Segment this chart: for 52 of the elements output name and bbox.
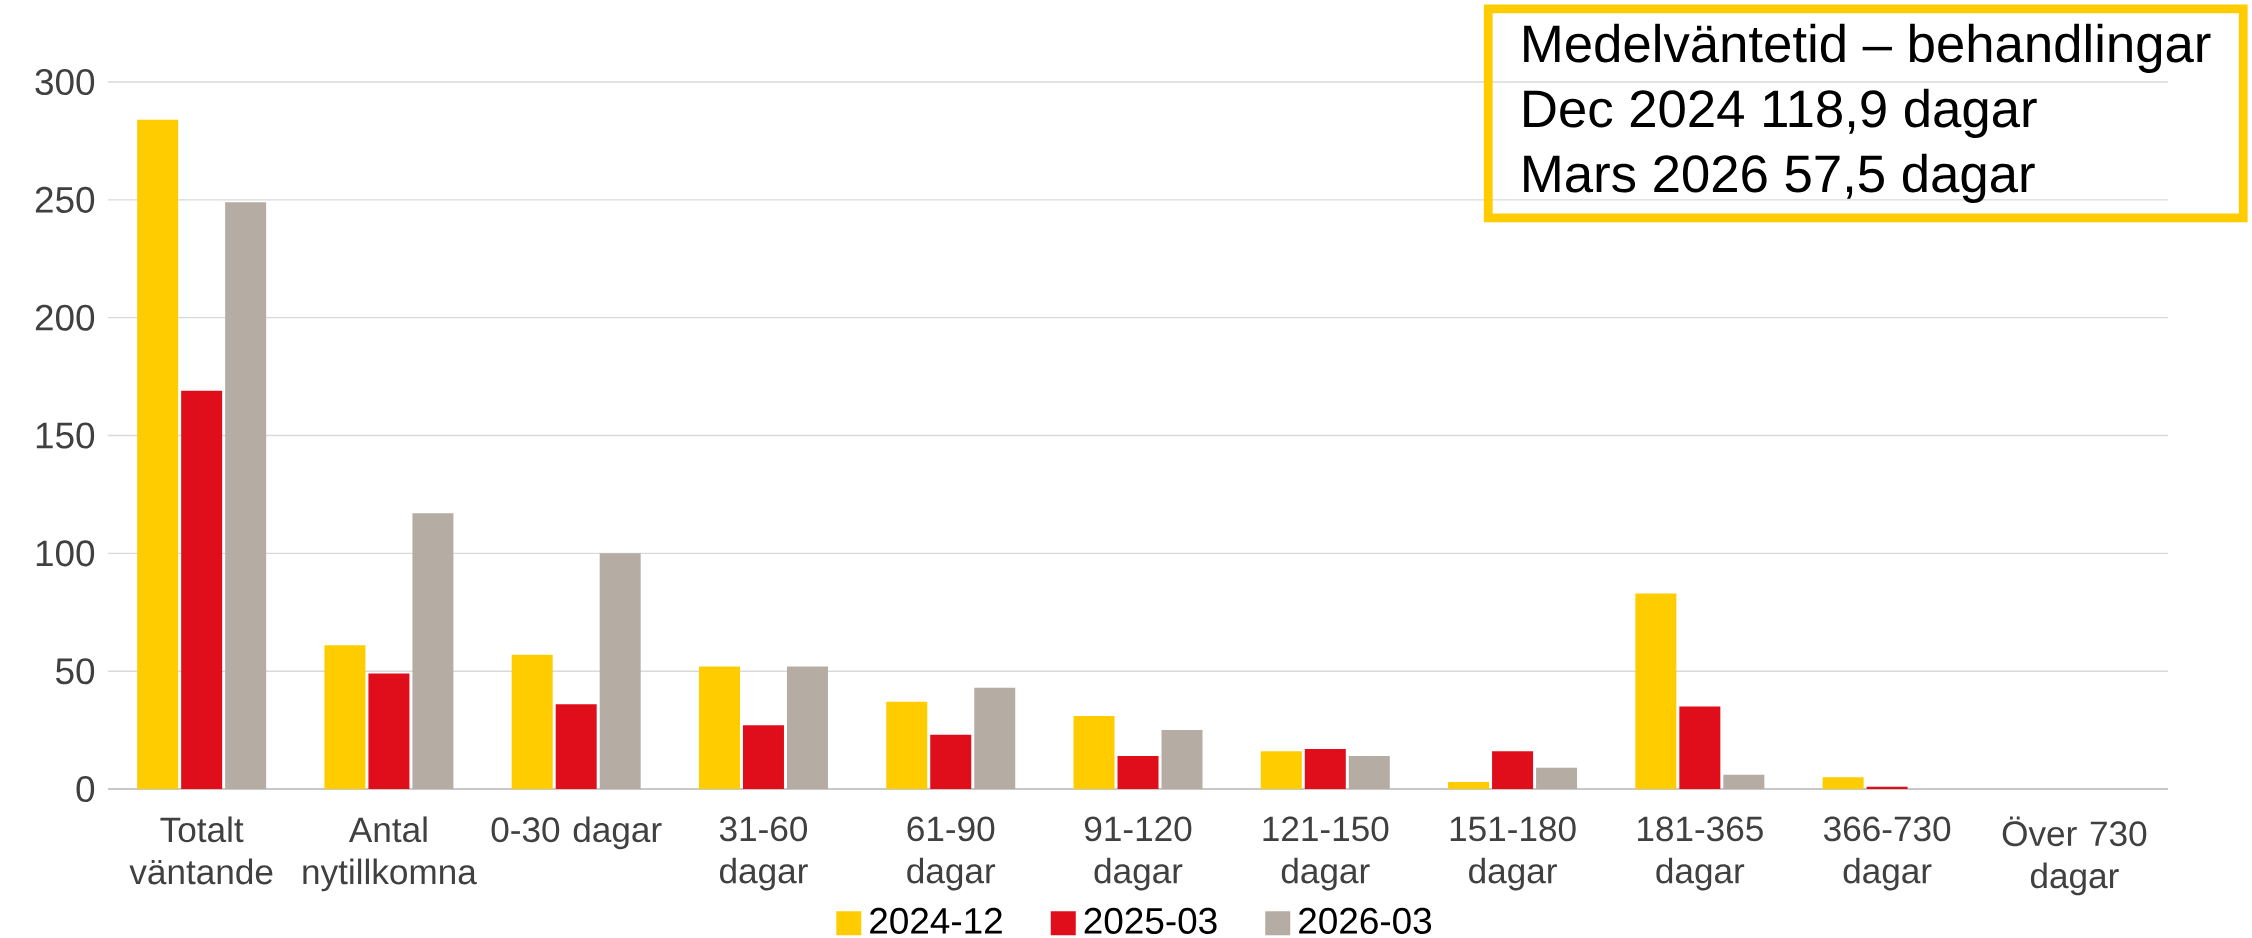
annotation: Mars 2026 57,5 dagar [1524, 153, 2035, 203]
bar [181, 390, 223, 789]
bar [1348, 756, 1390, 789]
legend-label: 2024-12 [870, 907, 1002, 934]
x-tick-label: 0-30 dagar [491, 816, 662, 850]
bar [1073, 715, 1115, 789]
y-tick-label: 150 [36, 422, 95, 449]
bar [1635, 593, 1677, 789]
bar [599, 553, 641, 789]
bar [786, 666, 828, 789]
bar [698, 666, 740, 789]
bar [1723, 774, 1765, 789]
bar [1117, 756, 1159, 789]
y-tick-label: 300 [35, 68, 95, 96]
bar [511, 654, 553, 789]
y-tick-label: 200 [35, 304, 95, 331]
bar [1448, 781, 1490, 789]
legend-label: 2025-03 [1084, 907, 1217, 934]
x-tick-label: Totalt väntande [129, 816, 273, 885]
x-tick-label: Antal nytillkomna [303, 816, 477, 892]
bar [1161, 730, 1203, 789]
bar [742, 725, 784, 789]
bar [886, 701, 928, 789]
bar [1679, 706, 1721, 789]
y-tick-label: 0 [76, 775, 95, 803]
bar [1822, 777, 1864, 789]
text: Medelväntetid – behandlingar [1524, 23, 2211, 73]
x-tick-label: 61-90 dagar [907, 816, 996, 891]
annotation: Dec 2024 118,9 dagar [1524, 88, 2037, 138]
bar [137, 119, 179, 789]
x-tick-label: 366-730 dagar [1823, 816, 1951, 891]
x-tick-label: Över 730 dagar [2002, 816, 2147, 896]
bar [324, 645, 366, 789]
y-tick-label: 50 [56, 658, 95, 685]
bar [930, 734, 972, 789]
bar [974, 687, 1016, 789]
legend-label: 2026-03 [1299, 907, 1432, 934]
bar [555, 704, 597, 789]
bar [1492, 751, 1534, 789]
x-tick-label: 31-60 dagar [719, 816, 808, 891]
x-tick-label: 91-120 dagar [1084, 816, 1192, 891]
bar [1304, 748, 1346, 789]
bar [1260, 751, 1302, 789]
bar [368, 673, 410, 789]
bar [225, 202, 267, 789]
bar [1536, 767, 1578, 789]
x-tick-label: 181-365 dagar [1638, 816, 1763, 891]
y-tick-label: 100 [36, 540, 95, 567]
x-tick-label: 121-150 dagar [1263, 816, 1389, 891]
y-tick-label: 250 [35, 186, 95, 213]
bar [412, 513, 454, 789]
x-tick-label: 151-180 dagar [1450, 816, 1576, 891]
